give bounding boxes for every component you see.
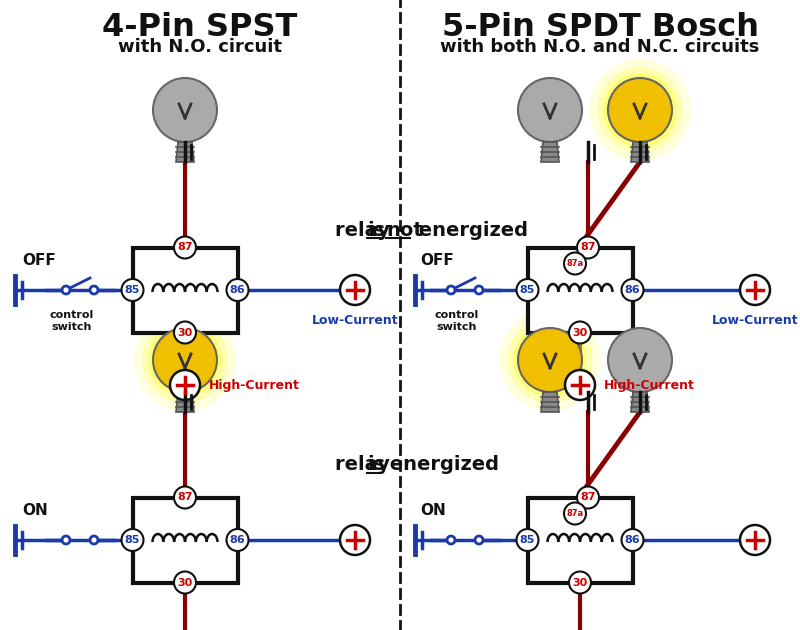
Text: 87a: 87a <box>566 259 583 268</box>
Circle shape <box>577 486 599 508</box>
Text: relay: relay <box>335 220 397 239</box>
Circle shape <box>62 536 70 544</box>
Text: 4-Pin SPST: 4-Pin SPST <box>102 12 298 43</box>
Text: 87: 87 <box>178 493 193 503</box>
Text: with both N.O. and N.C. circuits: with both N.O. and N.C. circuits <box>440 38 760 56</box>
Text: ON: ON <box>22 503 48 518</box>
Polygon shape <box>631 392 649 412</box>
Circle shape <box>590 60 690 160</box>
Circle shape <box>604 74 676 146</box>
Text: 86: 86 <box>625 285 640 295</box>
Text: control
switch: control switch <box>435 310 479 331</box>
Polygon shape <box>541 392 559 412</box>
Circle shape <box>475 536 483 544</box>
Circle shape <box>90 536 98 544</box>
Text: 30: 30 <box>572 328 588 338</box>
Circle shape <box>517 529 538 551</box>
Text: 87: 87 <box>580 243 596 253</box>
Text: 86: 86 <box>230 285 246 295</box>
Circle shape <box>508 318 592 402</box>
Polygon shape <box>631 142 649 162</box>
Circle shape <box>517 279 538 301</box>
Circle shape <box>500 310 600 410</box>
Circle shape <box>340 525 370 555</box>
Circle shape <box>475 286 483 294</box>
Text: 85: 85 <box>520 535 535 545</box>
Text: Low-Current: Low-Current <box>712 314 798 327</box>
Text: is: is <box>367 455 385 474</box>
Text: High-Current: High-Current <box>209 379 300 391</box>
Text: 86: 86 <box>230 535 246 545</box>
Text: control
switch: control switch <box>50 310 94 331</box>
Text: High-Current: High-Current <box>604 379 695 391</box>
Circle shape <box>174 571 196 593</box>
Circle shape <box>135 310 235 410</box>
Text: 85: 85 <box>520 285 535 295</box>
Text: relay: relay <box>335 455 397 474</box>
Text: 86: 86 <box>625 535 640 545</box>
Circle shape <box>577 236 599 258</box>
Text: 85: 85 <box>125 535 140 545</box>
Circle shape <box>149 324 221 396</box>
Polygon shape <box>176 392 194 412</box>
Circle shape <box>62 286 70 294</box>
Text: 5-Pin SPDT Bosch: 5-Pin SPDT Bosch <box>442 12 758 43</box>
Circle shape <box>447 286 455 294</box>
Text: energized: energized <box>383 455 499 474</box>
Circle shape <box>447 536 455 544</box>
Circle shape <box>565 370 595 400</box>
Circle shape <box>174 236 196 258</box>
Circle shape <box>226 529 249 551</box>
Text: 87: 87 <box>580 493 596 503</box>
Circle shape <box>564 253 586 275</box>
Text: is: is <box>367 220 385 239</box>
Circle shape <box>143 318 227 402</box>
Circle shape <box>740 275 770 305</box>
Text: OFF: OFF <box>22 253 56 268</box>
Text: 30: 30 <box>178 578 193 588</box>
Text: with N.O. circuit: with N.O. circuit <box>118 38 282 56</box>
Circle shape <box>518 328 582 392</box>
Circle shape <box>90 286 98 294</box>
Text: not: not <box>386 220 422 239</box>
Bar <box>527 498 633 583</box>
Circle shape <box>170 370 200 400</box>
Text: 30: 30 <box>572 578 588 588</box>
Circle shape <box>608 328 672 392</box>
Circle shape <box>622 279 643 301</box>
Bar <box>133 498 238 583</box>
Text: Low-Current: Low-Current <box>312 314 398 327</box>
Circle shape <box>622 529 643 551</box>
Circle shape <box>514 324 586 396</box>
Circle shape <box>608 78 672 142</box>
Circle shape <box>569 571 591 593</box>
Circle shape <box>740 525 770 555</box>
Circle shape <box>226 279 249 301</box>
Circle shape <box>122 529 143 551</box>
Circle shape <box>340 275 370 305</box>
Text: 87: 87 <box>178 243 193 253</box>
Polygon shape <box>176 142 194 162</box>
Circle shape <box>598 68 682 152</box>
Circle shape <box>174 486 196 508</box>
Bar <box>527 248 633 333</box>
Bar <box>133 248 238 333</box>
Circle shape <box>174 321 196 343</box>
Circle shape <box>153 78 217 142</box>
Circle shape <box>153 328 217 392</box>
Text: energized: energized <box>412 220 528 239</box>
Text: 30: 30 <box>178 328 193 338</box>
Text: 87a: 87a <box>566 509 583 518</box>
Text: OFF: OFF <box>420 253 454 268</box>
Circle shape <box>518 78 582 142</box>
Circle shape <box>564 503 586 525</box>
Text: 85: 85 <box>125 285 140 295</box>
Text: ON: ON <box>420 503 446 518</box>
Circle shape <box>569 321 591 343</box>
Polygon shape <box>541 142 559 162</box>
Circle shape <box>122 279 143 301</box>
